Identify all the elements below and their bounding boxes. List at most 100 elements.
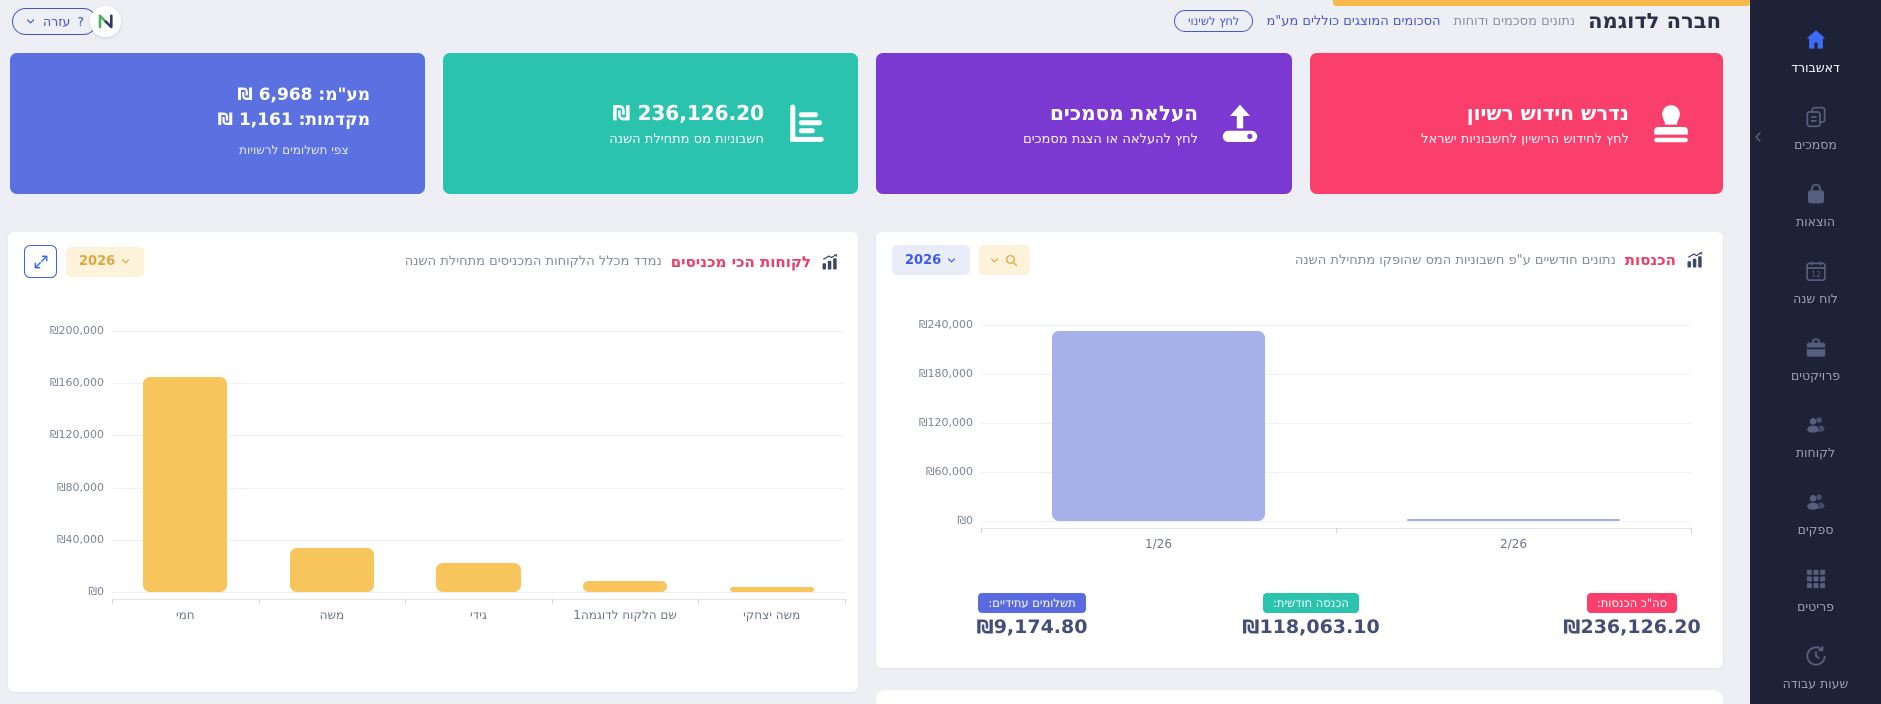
sidebar-item-items-grid[interactable]: פריטים (1750, 551, 1881, 628)
help-button[interactable]: ? עזרה (12, 8, 98, 35)
gridline (981, 472, 1691, 473)
card-title: העלאת מסמכים (1049, 100, 1198, 125)
panel-controls: 2026 (24, 245, 145, 278)
y-axis-tick-label: ₪0 (88, 585, 104, 598)
card-subtitle: צפי תשלומים לרשויות (239, 143, 349, 157)
gridline (981, 325, 1691, 326)
sidebar-item-expenses-bag[interactable]: הוצאות (1750, 166, 1881, 243)
sidebar-item-label: הוצאות (1796, 213, 1835, 229)
year-filter-value: 2026 (79, 254, 116, 269)
briefcase-icon (1803, 335, 1829, 361)
x-axis-tick (112, 599, 113, 604)
year-filter-value: 2026 (905, 252, 942, 268)
y-axis-tick-label: ₪120,000 (49, 428, 104, 442)
sidebar-item-label: פריטים (1797, 598, 1834, 614)
panel-header: הכנסות נתונים חודשיים ע"פ חשבוניות המס ש… (892, 245, 1705, 275)
chart-search-button[interactable] (979, 245, 1031, 275)
card-text: מע"מ: 6,968 ₪ מקדמות: 1,161 ₪ צפי תשלומי… (218, 83, 370, 157)
chart-bar[interactable] (582, 580, 668, 592)
y-axis-tick-label: ₪160,000 (49, 376, 104, 390)
chevron-down-icon (989, 255, 1000, 266)
sidebar-item-home[interactable]: דאשבורד (1750, 12, 1881, 89)
sidebar-item-briefcase[interactable]: פרויקטים (1750, 320, 1881, 397)
x-axis-tick (405, 599, 407, 604)
sidebar-item-label: פרויקטים (1790, 367, 1841, 383)
x-axis-tick (1691, 528, 1692, 533)
gridline (112, 331, 845, 332)
income-stat-value: ₪118,063.10 (1242, 616, 1380, 638)
top-clients-bar-chart: ₪200,000 ₪160,000 ₪120,000 ₪80,000 ₪40,000 ₪0… (8, 232, 858, 692)
sidebar-item-label: לוח שנה (1793, 290, 1838, 306)
sidebar-item-clients[interactable]: לקוחות (1750, 397, 1881, 474)
sidebar: דאשבורד מסמכים הוצאות 12 לוח שנה פרויקטים לקוח… (1750, 0, 1881, 704)
y-axis-tick-label: ₪200,000 (49, 324, 104, 337)
expand-chart-button[interactable] (24, 245, 57, 278)
search-icon (1003, 252, 1020, 269)
sidebar-collapse-chevron-left-icon[interactable] (1751, 128, 1766, 146)
x-axis-line (112, 599, 845, 600)
sidebar-item-work-hours[interactable]: שעות עבודה (1750, 628, 1881, 704)
upload-documents-card[interactable]: העלאת מסמכים לחץ להעלאה או הצגת מסמכים (876, 53, 1292, 194)
license-renewal-card[interactable]: נדרש חידוש רשיון לחץ לחידוש הרישיון לחשב… (1310, 53, 1723, 194)
income-stat-badge: הכנסה חודשית: (1263, 593, 1359, 613)
panel-title: הכנסות (1624, 251, 1676, 269)
items-grid-icon (1803, 566, 1829, 592)
sidebar-item-label: לקוחות (1795, 444, 1836, 460)
change-vat-display-button[interactable]: לחץ לשינוי (1173, 10, 1254, 32)
card-subtitle: חשבוניות מס מתחילת השנה (609, 131, 764, 147)
y-axis-tick-label: ₪120,000 (918, 416, 973, 429)
panel-subtitle: נמדד מכלל הלקוחות המכניסים מתחילת השנה (404, 254, 662, 269)
income-stat: הכנסה חודשית: ₪118,063.10 (1226, 592, 1396, 638)
x-axis-tick (698, 599, 700, 604)
card-subtitle: לחץ לחידוש הרישיון לחשבוניות ישראל (1421, 131, 1629, 147)
sidebar-item-suppliers[interactable]: ספקים (1750, 474, 1881, 551)
card-text: ₪ 236,126.20 חשבוניות מס מתחילת השנה (609, 101, 764, 147)
chart-bar[interactable] (729, 586, 814, 592)
sidebar-item-label: שעות עבודה (1782, 675, 1849, 691)
y-axis-tick-label: ₪240,000 (918, 318, 973, 331)
x-axis-tick (1336, 528, 1337, 533)
y-axis-tick-label: ₪40,000 (56, 532, 104, 546)
chevron-down-icon (25, 16, 36, 27)
year-filter-dropdown[interactable]: 2026 (66, 246, 145, 277)
app-logo (90, 6, 121, 37)
suppliers-icon (1803, 489, 1829, 515)
chart-bar[interactable] (289, 547, 375, 592)
chart-bar[interactable] (143, 377, 228, 592)
x-axis-tick (845, 599, 846, 604)
vat-amount-line: מע"מ: 6,968 ₪ (237, 85, 370, 105)
x-axis-category-label: משה יצחקי (743, 608, 801, 622)
panel-controls: 2026 (892, 245, 1031, 275)
chevron-down-icon (946, 255, 957, 266)
calendar-icon: 12 (1803, 258, 1829, 284)
expenses-bag-icon (1803, 181, 1829, 207)
sidebar-item-documents[interactable]: מסמכים (1750, 89, 1881, 166)
sidebar-item-label: מסמכים (1794, 136, 1837, 152)
income-bar-chart: ₪240,000 ₪180,000 ₪120,000 ₪60,000 ₪0 1/26 2/2… (876, 232, 1723, 668)
chart-bar[interactable] (1052, 330, 1265, 521)
vat-note: הסכומים המוצגים כוללים מע"מ (1266, 13, 1441, 29)
y-axis-tick-label: ₪60,000 (925, 465, 973, 478)
income-stat-badge: סה"כ הכנסות: (1586, 593, 1678, 613)
year-filter-dropdown[interactable]: 2026 (892, 245, 971, 275)
advances-amount-line: מקדמות: 1,161 ₪ (217, 110, 370, 130)
y-axis-tick-label: ₪180,000 (918, 367, 973, 380)
gridline (112, 539, 845, 541)
expand-icon (32, 253, 50, 271)
help-label: עזרה (43, 14, 71, 29)
income-stat: תשלומים עתידיים: ₪9,174.80 (947, 592, 1117, 638)
sidebar-nav: דאשבורד מסמכים הוצאות 12 לוח שנה פרויקטים לקוח… (1750, 0, 1881, 704)
x-axis-category-label: 1/26 (1145, 537, 1172, 551)
chart-bar[interactable] (1407, 518, 1620, 521)
panel-title: לקוחות הכי מכניסים (670, 252, 811, 271)
chart-bar[interactable] (436, 562, 521, 592)
y-axis-tick-label: ₪80,000 (56, 480, 104, 494)
home-icon (1803, 27, 1829, 53)
sidebar-item-calendar[interactable]: 12 לוח שנה (1750, 243, 1881, 320)
svg-text:12: 12 (1811, 269, 1821, 278)
help-question-mark: ? (77, 14, 85, 29)
income-panel: הכנסות נתונים חודשיים ע"פ חשבוניות המס ש… (876, 232, 1723, 668)
sidebar-item-label: דאשבורד (1791, 59, 1840, 75)
page-subtitle: נתונים מסכמים ודוחות (1453, 13, 1576, 29)
